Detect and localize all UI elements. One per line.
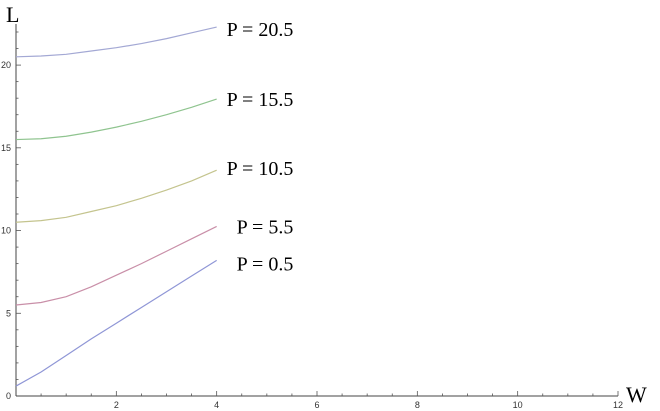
series-label-0: P = 0.5 [237, 253, 294, 275]
ticks: 2 4 6 8 10 12 0 5 10 15 20 [1, 31, 623, 410]
y-tick-label: 20 [1, 60, 11, 70]
series-labels: P = 0.5 P = 5.5 P = 10.5 P = 15.5 P = 20.5 [227, 19, 294, 275]
series-line-1 [15, 225, 217, 306]
x-tick-label: 6 [314, 400, 319, 410]
axes [15, 24, 618, 397]
y-axis-title: L [6, 2, 19, 27]
series-line-4 [15, 26, 217, 58]
series-lines [15, 26, 217, 387]
series-line-3 [15, 98, 217, 141]
x-axis-title: W [626, 382, 647, 407]
y-tick-label: 5 [6, 308, 11, 318]
x-tick-label: 2 [114, 400, 119, 410]
series-label-4: P = 20.5 [227, 19, 294, 41]
series-line-2 [15, 169, 217, 223]
series-label-2: P = 10.5 [227, 158, 294, 180]
x-tick-label: 8 [415, 400, 420, 410]
series-label-3: P = 15.5 [227, 89, 294, 111]
series-line-0 [15, 259, 217, 387]
x-tick-label: 12 [613, 400, 623, 410]
y-tick-label: 15 [1, 143, 11, 153]
x-tick-label: 10 [513, 400, 523, 410]
y-tick-label: 0 [6, 391, 11, 401]
y-tick-label: 10 [1, 226, 11, 236]
x-tick-label: 4 [214, 400, 219, 410]
series-label-1: P = 5.5 [237, 216, 294, 238]
